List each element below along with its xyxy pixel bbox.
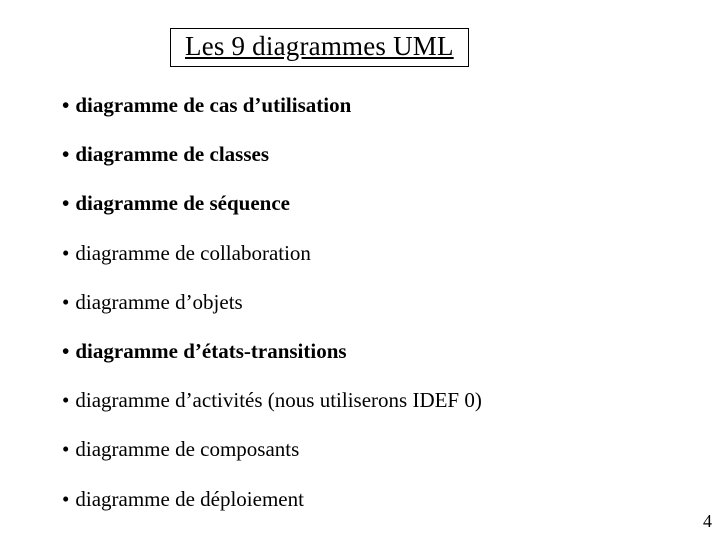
- bullet-icon: •: [62, 388, 69, 412]
- bullet-icon: •: [62, 191, 69, 215]
- slide-title: Les 9 diagrammes UML: [185, 31, 454, 61]
- item-text: diagramme de composants: [75, 437, 299, 461]
- list-item: •diagramme de composants: [62, 437, 680, 462]
- list-item: •diagramme d’activités (nous utiliserons…: [62, 388, 680, 413]
- list-item: •diagramme d’états-transitions: [62, 339, 680, 364]
- bullet-icon: •: [62, 487, 69, 511]
- item-text: diagramme de cas d’utilisation: [75, 93, 351, 117]
- bullet-icon: •: [62, 339, 69, 363]
- title-box: Les 9 diagrammes UML: [170, 28, 469, 67]
- list-item: •diagramme de cas d’utilisation: [62, 93, 680, 118]
- item-text: diagramme d’états-transitions: [75, 339, 346, 363]
- item-text: diagramme d’activités (nous utiliserons …: [75, 388, 482, 412]
- bullet-icon: •: [62, 437, 69, 461]
- page-number: 4: [703, 511, 712, 532]
- item-text: diagramme de déploiement: [75, 487, 304, 511]
- slide: Les 9 diagrammes UML •diagramme de cas d…: [0, 0, 720, 540]
- list-item: •diagramme d’objets: [62, 290, 680, 315]
- bullet-icon: •: [62, 142, 69, 166]
- bullet-icon: •: [62, 93, 69, 117]
- list-item: •diagramme de collaboration: [62, 241, 680, 266]
- item-text: diagramme de collaboration: [75, 241, 311, 265]
- bullet-icon: •: [62, 290, 69, 314]
- item-text: diagramme de classes: [75, 142, 269, 166]
- list-item: •diagramme de séquence: [62, 191, 680, 216]
- bullet-icon: •: [62, 241, 69, 265]
- list-item: •diagramme de déploiement: [62, 487, 680, 512]
- item-text: diagramme de séquence: [75, 191, 290, 215]
- list-item: •diagramme de classes: [62, 142, 680, 167]
- item-text: diagramme d’objets: [75, 290, 242, 314]
- item-list: •diagramme de cas d’utilisation•diagramm…: [60, 93, 680, 512]
